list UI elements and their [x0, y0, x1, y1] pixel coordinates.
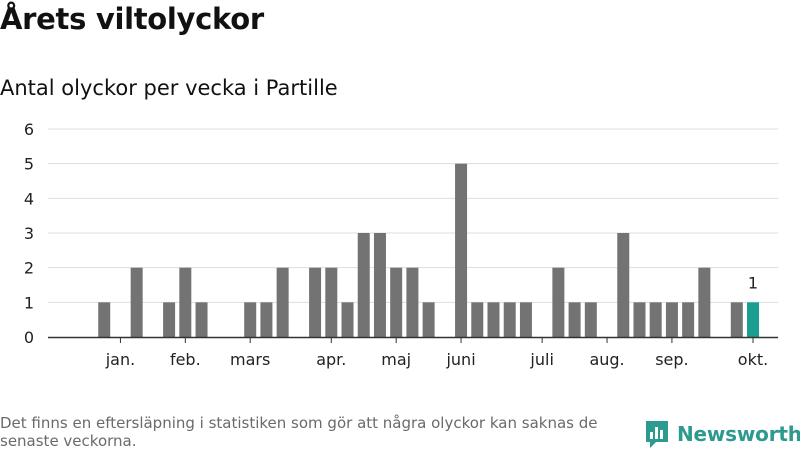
x-tick-label: sep.	[655, 350, 688, 369]
bar	[179, 267, 192, 337]
bar	[357, 233, 370, 337]
x-tick-label: okt.	[738, 350, 768, 369]
brand-logo[interactable]: Newsworthy	[644, 419, 800, 449]
bar	[471, 302, 484, 337]
bar	[584, 302, 597, 337]
bar	[422, 302, 435, 337]
y-axis-ticks: 0 1 2 3 4 5 6	[24, 120, 34, 347]
chart-subtitle: Antal olyckor per vecka i Partille	[0, 76, 338, 100]
bar	[455, 163, 468, 337]
x-tick-label: juni	[445, 350, 475, 369]
bar	[309, 267, 322, 337]
y-tick-label: 2	[24, 259, 34, 278]
data-labels: 1	[748, 273, 758, 292]
x-tick-label: juli	[529, 350, 553, 369]
footnote: Det finns en eftersläpning i statistiken…	[0, 414, 598, 450]
brand-name: Newsworthy	[677, 422, 800, 446]
y-tick-label: 6	[24, 120, 34, 139]
bar	[617, 233, 630, 337]
x-tick-label: mars	[230, 350, 270, 369]
bar	[98, 302, 111, 337]
bar	[730, 302, 743, 337]
x-tick-label: aug.	[589, 350, 624, 369]
x-tick-label: jan.	[105, 350, 135, 369]
bar	[373, 233, 386, 337]
bar	[568, 302, 581, 337]
bar	[406, 267, 419, 337]
y-tick-label: 0	[24, 328, 34, 347]
newsworthy-logo-icon	[646, 421, 668, 448]
bar	[649, 302, 662, 337]
bar	[519, 302, 532, 337]
y-tick-label: 5	[24, 155, 34, 174]
bar	[698, 267, 711, 337]
bar	[487, 302, 500, 337]
x-tick-label: apr.	[316, 350, 346, 369]
bar	[682, 302, 695, 337]
bars	[98, 163, 760, 337]
y-tick-label: 1	[24, 293, 34, 312]
bar	[633, 302, 646, 337]
bar	[163, 302, 176, 337]
bar	[341, 302, 354, 337]
chart-title: Årets viltolyckor	[0, 2, 264, 36]
bar	[665, 302, 678, 337]
bar-value-label: 1	[748, 273, 758, 292]
x-axis-ticks: jan. feb. mars apr. maj juni juli aug. sep. okt.	[105, 337, 768, 369]
bar	[325, 267, 338, 337]
bar	[130, 267, 143, 337]
bar-highlight	[747, 302, 760, 337]
bar	[276, 267, 289, 337]
bar	[390, 267, 403, 337]
bar	[195, 302, 208, 337]
x-tick-label: maj	[381, 350, 411, 369]
bar	[260, 302, 273, 337]
x-tick-label: feb.	[170, 350, 201, 369]
y-tick-label: 3	[24, 224, 34, 243]
bar	[503, 302, 516, 337]
bar	[244, 302, 257, 337]
bar	[552, 267, 565, 337]
y-tick-label: 4	[24, 189, 34, 208]
